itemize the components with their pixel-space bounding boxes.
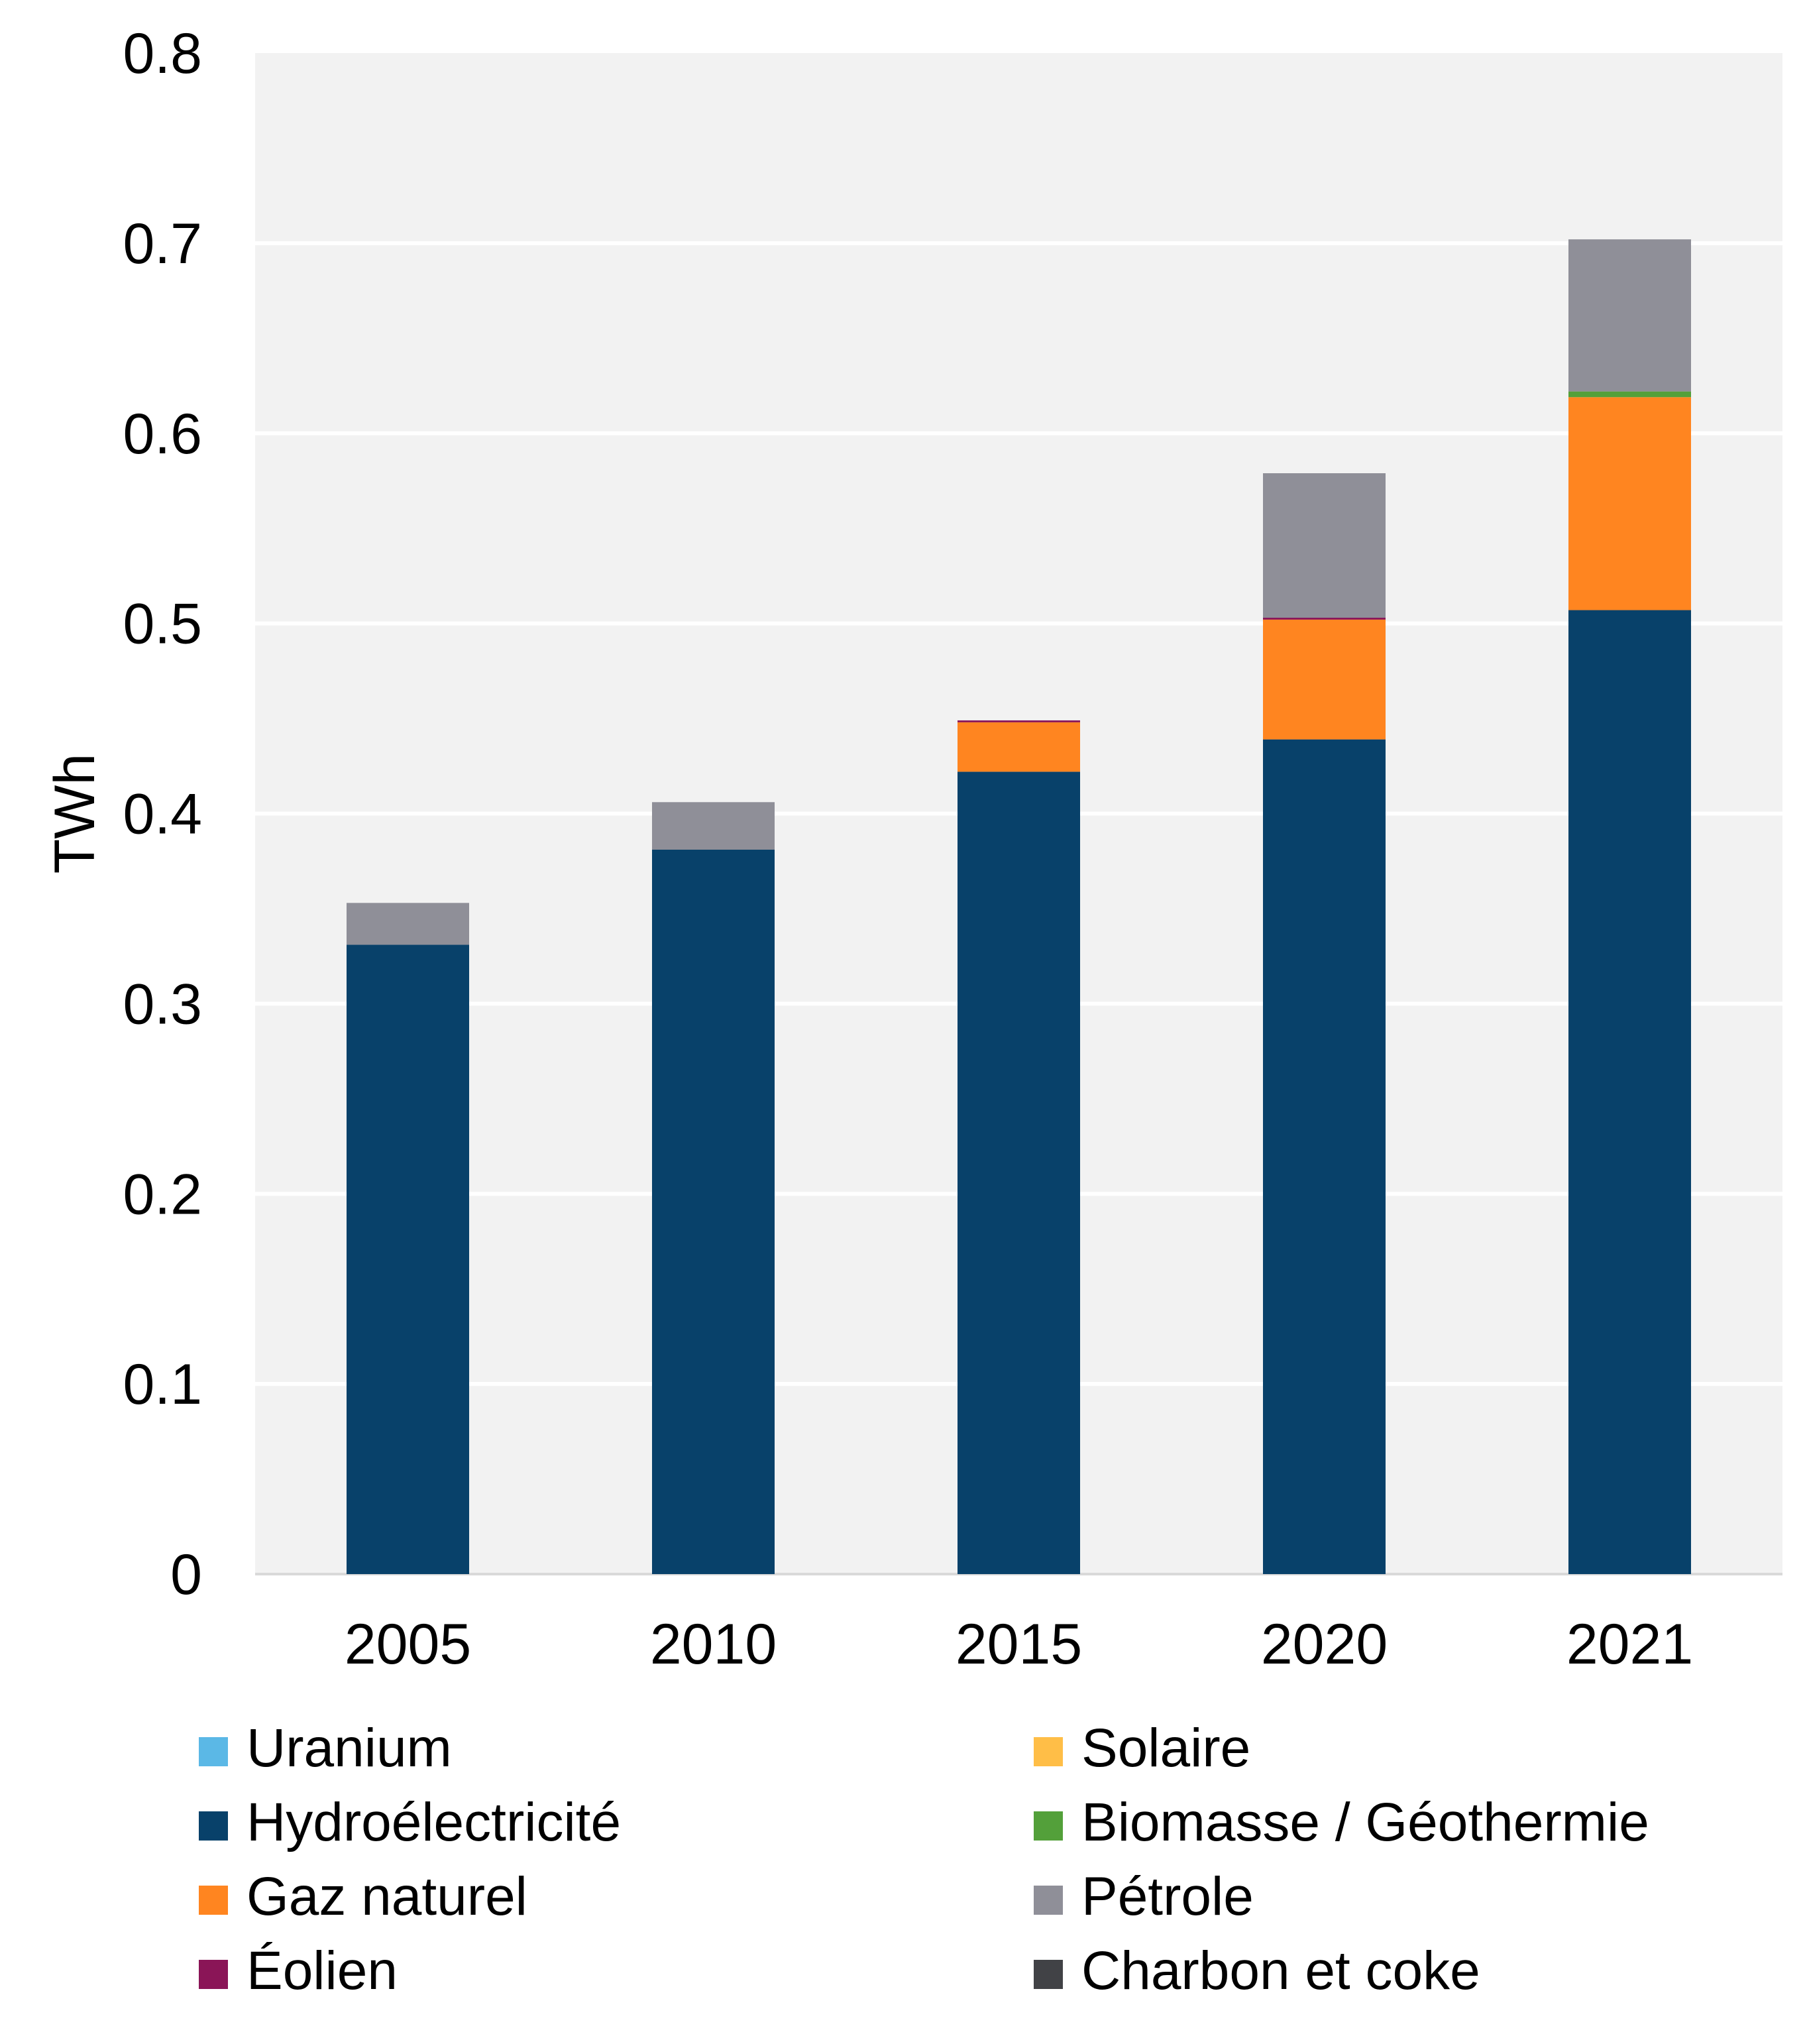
bar-stack-2020 bbox=[1263, 473, 1386, 1574]
x-tick-label: 2021 bbox=[1566, 1613, 1693, 1676]
bar-gaz-naturel-2015 bbox=[958, 722, 1080, 772]
legend-swatch bbox=[199, 1960, 228, 1989]
legend-item-uranium: Uranium bbox=[199, 1718, 452, 1778]
y-tick-label: 0.1 bbox=[123, 1353, 202, 1416]
y-axis-ticks: 0 0.1 0.2 0.3 0.4 0.5 0.6 0.7 0.8 bbox=[123, 22, 202, 1607]
bar-biomasse-geothermie-2021 bbox=[1568, 391, 1691, 398]
y-axis-title: TWh bbox=[43, 754, 107, 874]
legend-item-gaz-naturel: Gaz naturel bbox=[199, 1866, 527, 1927]
legend-label: Charbon et coke bbox=[1081, 1941, 1480, 2001]
y-tick-label: 0 bbox=[170, 1543, 202, 1607]
y-tick-label: 0.8 bbox=[123, 22, 202, 85]
bar-stack-2010 bbox=[652, 802, 775, 1574]
legend-label: Biomasse / Géothermie bbox=[1081, 1792, 1649, 1852]
x-tick-label: 2020 bbox=[1261, 1613, 1388, 1676]
bar-stack-2015 bbox=[958, 720, 1080, 1574]
bar-gaz-naturel-2021 bbox=[1568, 397, 1691, 610]
legend-label: Gaz naturel bbox=[246, 1866, 527, 1927]
y-tick-label: 0.6 bbox=[123, 402, 202, 466]
y-tick-label: 0.2 bbox=[123, 1163, 202, 1226]
legend-label: Éolien bbox=[246, 1941, 398, 2001]
x-tick-label: 2015 bbox=[956, 1613, 1082, 1676]
bar-petrole-2010 bbox=[652, 802, 775, 850]
x-axis-ticks: 2005 2010 2015 2020 2021 bbox=[345, 1613, 1693, 1676]
x-tick-label: 2010 bbox=[650, 1613, 777, 1676]
legend-label: Hydroélectricité bbox=[246, 1792, 621, 1852]
bar-stack-2005 bbox=[347, 903, 469, 1574]
bar-eolien-2020 bbox=[1263, 618, 1386, 620]
bar-petrole-2021 bbox=[1568, 239, 1691, 392]
bar-petrole-2020 bbox=[1263, 473, 1386, 618]
bar-eolien-2015 bbox=[958, 720, 1080, 722]
bar-stacks bbox=[347, 239, 1691, 1575]
legend-label: Solaire bbox=[1081, 1718, 1250, 1778]
bar-stack-2021 bbox=[1568, 239, 1691, 1575]
bar-hydroelectricite-2021 bbox=[1568, 610, 1691, 1575]
y-tick-label: 0.3 bbox=[123, 972, 202, 1036]
bar-petrole-2005 bbox=[347, 903, 469, 945]
legend-swatch bbox=[199, 1886, 228, 1915]
legend-label: Uranium bbox=[246, 1718, 452, 1778]
legend-swatch bbox=[1034, 1886, 1063, 1915]
legend-item-charbon-et-coke: Charbon et coke bbox=[1034, 1941, 1480, 2001]
legend-item-hydroelectricite: Hydroélectricité bbox=[199, 1792, 621, 1852]
bar-hydroelectricite-2010 bbox=[652, 850, 775, 1574]
y-tick-label: 0.7 bbox=[123, 212, 202, 276]
legend-swatch bbox=[199, 1811, 228, 1841]
legend-swatch bbox=[199, 1737, 228, 1766]
bar-hydroelectricite-2020 bbox=[1263, 739, 1386, 1574]
legend-swatch bbox=[1034, 1960, 1063, 1989]
bar-gaz-naturel-2020 bbox=[1263, 619, 1386, 740]
legend-item-biomasse-geothermie: Biomasse / Géothermie bbox=[1034, 1792, 1649, 1852]
legend-item-solaire: Solaire bbox=[1034, 1718, 1250, 1778]
bar-hydroelectricite-2015 bbox=[958, 771, 1080, 1574]
y-tick-label: 0.4 bbox=[123, 783, 202, 846]
legend-swatch bbox=[1034, 1737, 1063, 1766]
legend-item-eolien: Éolien bbox=[199, 1941, 398, 2001]
legend-label: Pétrole bbox=[1081, 1866, 1254, 1927]
legend: Uranium Hydroélectricité Gaz naturel Éolien… bbox=[199, 1718, 1649, 2001]
legend-swatch bbox=[1034, 1811, 1063, 1841]
legend-item-petrole: Pétrole bbox=[1034, 1866, 1254, 1927]
bar-hydroelectricite-2005 bbox=[347, 944, 469, 1574]
x-tick-label: 2005 bbox=[345, 1613, 471, 1676]
y-tick-label: 0.5 bbox=[123, 593, 202, 656]
